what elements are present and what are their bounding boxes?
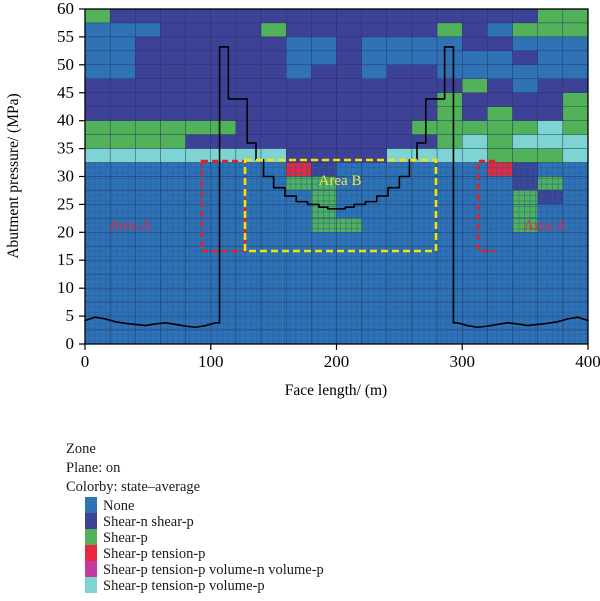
- svg-text:Area A: Area A: [109, 218, 152, 234]
- svg-text:25: 25: [57, 194, 74, 213]
- svg-text:50: 50: [57, 55, 74, 74]
- svg-text:5: 5: [66, 306, 75, 325]
- svg-text:60: 60: [57, 0, 74, 18]
- svg-text:Shear-p tension-p volume-n vol: Shear-p tension-p volume-n volume-p: [103, 562, 324, 578]
- svg-text:400: 400: [575, 352, 600, 371]
- svg-text:None: None: [103, 498, 134, 514]
- svg-text:Abutment pressure/ (MPa): Abutment pressure/ (MPa): [5, 93, 22, 258]
- svg-text:Area A: Area A: [524, 218, 567, 234]
- svg-text:10: 10: [57, 278, 74, 297]
- svg-text:300: 300: [449, 352, 475, 371]
- svg-text:35: 35: [57, 139, 74, 158]
- svg-text:30: 30: [57, 167, 74, 186]
- svg-text:Shear-p tension-p: Shear-p tension-p: [103, 546, 205, 562]
- svg-text:Shear-p tension-p volume-p: Shear-p tension-p volume-p: [103, 578, 265, 594]
- svg-text:40: 40: [57, 111, 74, 130]
- svg-text:55: 55: [57, 27, 74, 46]
- svg-text:Face length/ (m): Face length/ (m): [285, 382, 387, 399]
- svg-text:Shear-p: Shear-p: [103, 530, 148, 546]
- svg-text:45: 45: [57, 83, 74, 102]
- svg-text:Shear-n shear-p: Shear-n shear-p: [103, 514, 194, 530]
- svg-text:Plane: on: Plane: on: [66, 460, 121, 476]
- svg-text:100: 100: [198, 352, 224, 371]
- svg-text:20: 20: [57, 222, 74, 241]
- svg-text:Zone: Zone: [66, 441, 96, 457]
- svg-text:15: 15: [57, 250, 74, 269]
- svg-text:0: 0: [81, 352, 90, 371]
- svg-text:Area B: Area B: [319, 173, 362, 189]
- svg-text:200: 200: [324, 352, 350, 371]
- svg-text:0: 0: [66, 334, 75, 353]
- svg-text:Colorby: state–average: Colorby: state–average: [66, 479, 200, 495]
